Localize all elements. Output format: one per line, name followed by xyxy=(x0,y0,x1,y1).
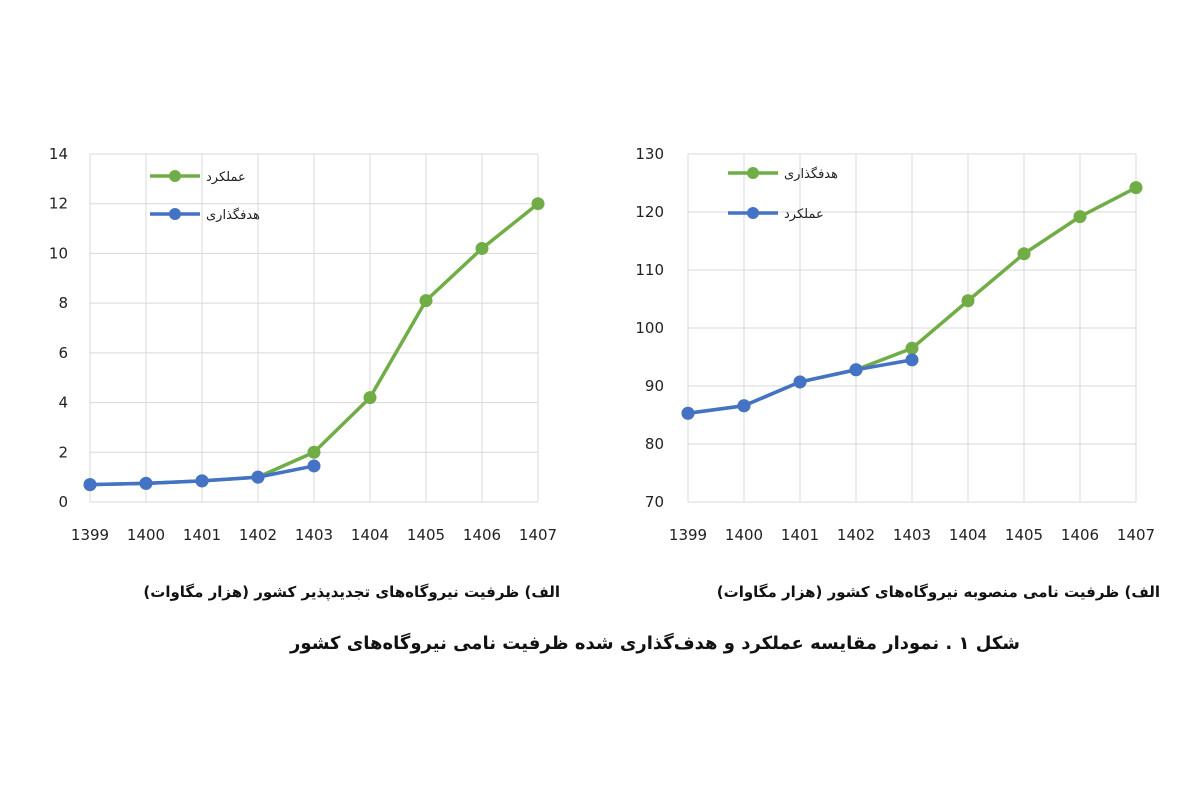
data-point xyxy=(681,406,695,420)
legend-label: هدفگذاری xyxy=(784,166,838,182)
x-tick-label: 1402 xyxy=(837,526,875,544)
renewable-capacity-chart: 0 2 4 6 8 10 12 14 1399 1400 1401 1402 1403 1404 1405 1… xyxy=(49,145,557,544)
data-point xyxy=(195,474,209,488)
y-tick-label: 120 xyxy=(635,203,664,221)
x-tick-label: 1407 xyxy=(1117,526,1155,544)
x-tick-label: 1401 xyxy=(183,526,221,544)
figure-caption: شکل ۱ . نمودار مقایسه عملکرد و هدف‌گذاری… xyxy=(290,633,1020,654)
x-tick-label: 1405 xyxy=(1005,526,1043,544)
y-tick-label: 70 xyxy=(645,493,664,511)
y-tick-label: 90 xyxy=(645,377,664,395)
y-tick-label: 0 xyxy=(58,493,68,511)
x-tick-label: 1403 xyxy=(295,526,333,544)
y-tick-label: 2 xyxy=(58,443,68,461)
y-tick-label: 12 xyxy=(49,195,68,213)
y-tick-label: 14 xyxy=(49,145,68,163)
x-tick-label: 1400 xyxy=(725,526,763,544)
data-point xyxy=(363,391,377,405)
y-tick-label: 10 xyxy=(49,244,68,262)
x-tick-label: 1406 xyxy=(463,526,501,544)
legend-swatch-marker xyxy=(747,167,759,179)
data-point xyxy=(531,197,545,211)
y-tick-label: 130 xyxy=(635,145,664,163)
x-tick-label: 1403 xyxy=(893,526,931,544)
data-point xyxy=(307,459,321,473)
y-tick-label: 80 xyxy=(645,435,664,453)
x-tick-label: 1399 xyxy=(669,526,707,544)
x-tick-label: 1404 xyxy=(351,526,389,544)
legend-label: عملکرد xyxy=(784,207,824,222)
data-point xyxy=(307,445,321,459)
x-tick-label: 1406 xyxy=(1061,526,1099,544)
data-point xyxy=(475,241,489,255)
y-tick-label: 6 xyxy=(58,344,68,362)
legend-label: عملکرد xyxy=(206,170,246,185)
x-tick-label: 1407 xyxy=(519,526,557,544)
y-tick-label: 4 xyxy=(58,394,68,412)
x-tick-label: 1401 xyxy=(781,526,819,544)
data-point xyxy=(1129,181,1143,195)
data-point xyxy=(419,294,433,308)
data-point xyxy=(793,375,807,389)
y-tick-label: 110 xyxy=(635,261,664,279)
legend-swatch-marker xyxy=(747,207,759,219)
x-tick-label: 1404 xyxy=(949,526,987,544)
data-point xyxy=(961,294,975,308)
x-tick-label: 1405 xyxy=(407,526,445,544)
data-point xyxy=(849,363,863,377)
x-tick-label: 1402 xyxy=(239,526,277,544)
data-point xyxy=(1017,247,1031,261)
legend-label: هدفگذاری xyxy=(206,207,260,223)
legend-swatch-marker xyxy=(169,170,181,182)
renewable-chart-caption: الف) ظرفیت نیروگاه‌های تجدیدپذیر کشور (ه… xyxy=(143,583,560,601)
legend-swatch-marker xyxy=(169,208,181,220)
x-tick-label: 1400 xyxy=(127,526,165,544)
installed-capacity-chart: 70 80 90 100 110 120 130 1399 1400 1401 1402 1403 14… xyxy=(635,145,1155,544)
data-point xyxy=(905,353,919,367)
data-point xyxy=(1073,210,1087,224)
data-point xyxy=(737,399,751,413)
x-tick-label: 1399 xyxy=(71,526,109,544)
data-point xyxy=(251,470,265,484)
installed-chart-caption: الف) ظرفیت نامی منصوبه نیروگاه‌های کشور … xyxy=(716,583,1160,601)
data-point xyxy=(139,476,153,490)
y-tick-label: 100 xyxy=(635,319,664,337)
y-tick-label: 8 xyxy=(58,294,68,312)
data-point xyxy=(905,341,919,355)
data-point xyxy=(83,478,97,492)
